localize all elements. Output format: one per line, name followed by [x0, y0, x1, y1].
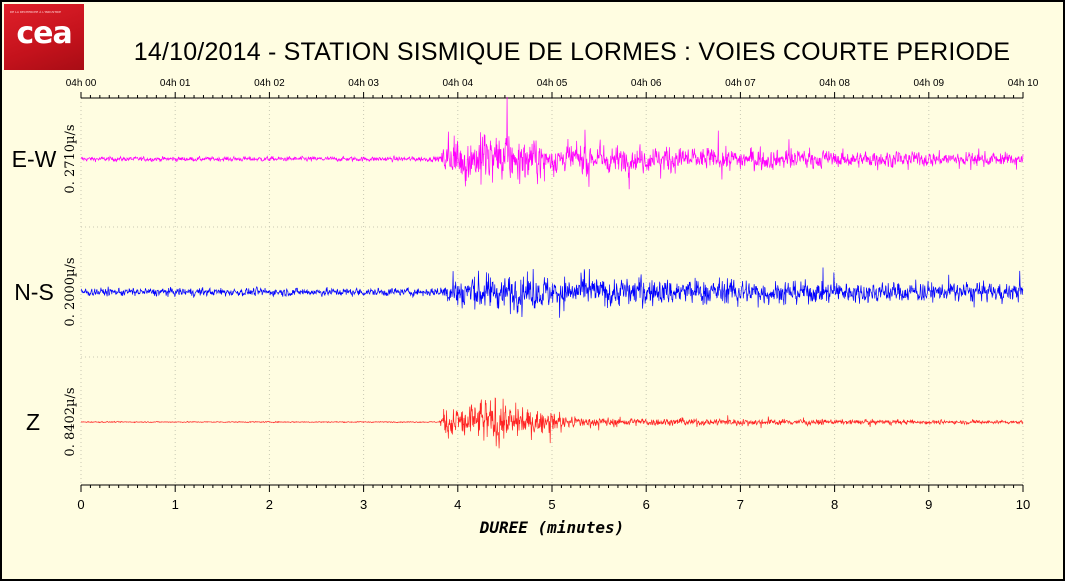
- top-tick-label-0: 04h 00: [66, 78, 97, 89]
- top-tick-label-6: 04h 06: [631, 78, 662, 89]
- scale-label-n-s: 0. 2000µ/s: [63, 257, 78, 326]
- logo-text: cea: [16, 16, 72, 51]
- channel-label-n-s: N-S: [14, 279, 54, 305]
- chart-title: 14/10/2014 - STATION SISMIQUE DE LORMES …: [133, 38, 1011, 66]
- trace-e-w: [80, 96, 1024, 190]
- channel-label-z: Z: [26, 409, 40, 435]
- trace-n-s: [80, 267, 1024, 318]
- x-tick-label-2: 2: [266, 497, 273, 512]
- top-tick-label-3: 04h 03: [348, 78, 379, 89]
- traces: [80, 96, 1024, 449]
- labels: 04h 00 04h 01 04h 02 04h 03 04h 04 04h 05 04h …: [12, 78, 1039, 537]
- x-tick-label-4: 4: [454, 497, 461, 512]
- top-tick-label-9: 04h 09: [914, 78, 945, 89]
- x-tick-label-10: 10: [1016, 497, 1030, 512]
- top-tick-label-10: 04h 10: [1008, 78, 1039, 89]
- x-tick-label-1: 1: [172, 497, 179, 512]
- top-tick-label-8: 04h 08: [819, 78, 850, 89]
- top-tick-label-4: 04h 04: [443, 78, 474, 89]
- x-tick-label-7: 7: [737, 497, 744, 512]
- axes: [80, 92, 1024, 492]
- top-tick-label-2: 04h 02: [254, 78, 285, 89]
- x-tick-label-9: 9: [925, 497, 932, 512]
- top-tick-label-1: 04h 01: [160, 78, 191, 89]
- cea-logo: DE LA RECHERCHE À L'INDUSTRIE cea: [4, 4, 84, 70]
- top-tick-label-5: 04h 05: [537, 78, 568, 89]
- x-tick-label-0: 0: [77, 497, 84, 512]
- top-tick-label-7: 04h 07: [725, 78, 756, 89]
- x-tick-label-5: 5: [548, 497, 555, 512]
- scale-label-e-w: 0. 2710µ/s: [63, 124, 78, 193]
- x-tick-label-6: 6: [643, 497, 650, 512]
- trace-z: [80, 397, 1024, 449]
- channel-label-e-w: E-W: [12, 146, 57, 172]
- scale-label-z: 0. 8402µ/s: [63, 387, 78, 456]
- x-axis-label: DUREE (minutes): [479, 518, 625, 537]
- x-tick-label-3: 3: [360, 497, 367, 512]
- logo-tagline: DE LA RECHERCHE À L'INDUSTRIE: [10, 10, 62, 14]
- x-tick-label-8: 8: [831, 497, 838, 512]
